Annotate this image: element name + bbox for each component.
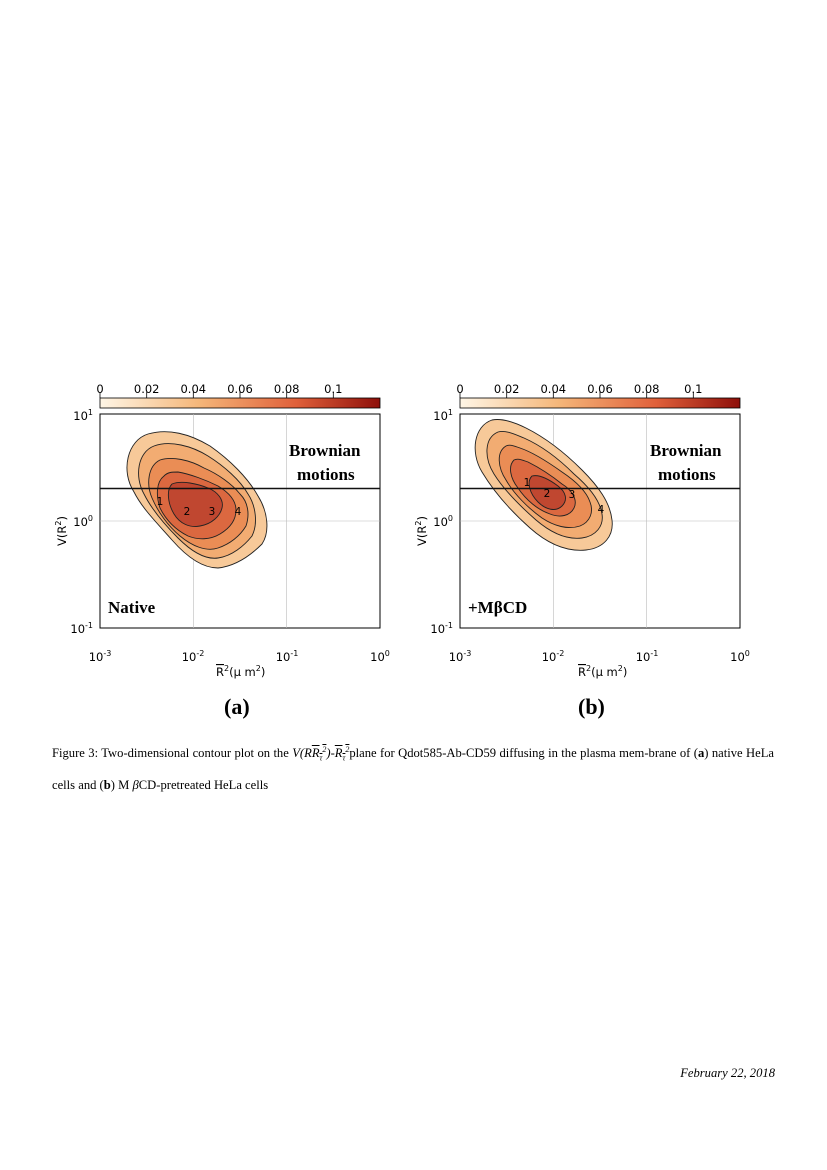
colorbar-b-tick-1: 0.02: [494, 382, 520, 396]
colorbar-a-tick-5: 0.1: [324, 382, 342, 396]
y-tick-a-mid: 100: [73, 514, 93, 529]
y-tick-b-mid: 100: [433, 514, 453, 529]
contour-b-label-1: 1: [524, 477, 531, 489]
colorbar-b-tick-3: 0.06: [587, 382, 613, 396]
x-tick-a-0: 10-3: [89, 649, 112, 664]
y-axis-label-b: V(R2): [414, 516, 429, 546]
colorbar-b-tick-5: 0.1: [684, 382, 702, 396]
panel-label-a: (a): [224, 694, 250, 719]
x-tick-a-3: 100: [370, 649, 390, 664]
contour-b-label-3: 3: [569, 489, 576, 501]
x-tick-b-3: 100: [730, 649, 750, 664]
region-label-a-line2: motions: [297, 465, 355, 484]
y-tick-a-bot: 10-1: [70, 621, 93, 636]
caption-math-v: V(R: [292, 746, 312, 761]
region-label-a-line1: Brownian: [289, 441, 361, 460]
condition-label-b: +MβCD: [468, 598, 527, 617]
x-axis-label-a: R2(μ m2): [216, 664, 265, 679]
colorbar-a: [99, 397, 381, 409]
contour-a-label-3: 3: [209, 506, 216, 518]
figure-caption: Figure 3: Two-dimensional contour plot o…: [52, 745, 774, 792]
colorbar-ticks-b: [459, 392, 694, 398]
contour-a-level-5: [167, 481, 223, 527]
page-footer-date: February 22, 2018: [680, 1066, 775, 1080]
contour-b-label-4: 4: [598, 504, 605, 516]
colorbar-b: [459, 397, 741, 409]
x-tick-b-0: 10-3: [449, 649, 472, 664]
colorbar-a-tick-0: 0: [96, 382, 103, 396]
contour-b-label-2: 2: [544, 488, 551, 500]
contour-a-label-4: 4: [235, 506, 242, 518]
y-tick-a-top: 101: [73, 408, 93, 423]
x-tick-b-1: 10-2: [542, 649, 565, 664]
y-axis-label-a: V(R2): [54, 516, 69, 546]
contour-a-label-2: 2: [184, 506, 191, 518]
x-tick-a-1: 10-2: [182, 649, 205, 664]
colorbar-b-tick-2: 0.04: [540, 382, 566, 396]
panel-b: 0 0.02 0.04 0.06 0.08 0.1 1 2 3 4 Br: [414, 382, 750, 719]
x-axis-label-b: R2(μ m2): [578, 664, 627, 679]
x-tick-a-2: 10-1: [276, 649, 299, 664]
figure-3: 0 0.02 0.04 0.06 0.08 0.1 1 2 3 4 Br: [54, 382, 750, 719]
region-label-b-line2: motions: [658, 465, 716, 484]
colorbar-a-tick-4: 0.08: [274, 382, 300, 396]
colorbar-a-tick-3: 0.06: [227, 382, 253, 396]
contour-b-level-5: [528, 475, 566, 510]
contour-a-label-1: 1: [157, 496, 164, 508]
colorbar-ticks-a: [99, 392, 334, 398]
region-label-b-line1: Brownian: [650, 441, 722, 460]
panel-a: 0 0.02 0.04 0.06 0.08 0.1 1 2 3 4 Br: [54, 382, 390, 719]
contours-b: [474, 419, 613, 551]
panel-label-b: (b): [578, 694, 605, 719]
colorbar-a-tick-2: 0.04: [180, 382, 206, 396]
condition-label-a: Native: [108, 598, 156, 617]
x-tick-b-2: 10-1: [636, 649, 659, 664]
colorbar-b-tick-0: 0: [456, 382, 463, 396]
colorbar-b-tick-4: 0.08: [634, 382, 660, 396]
y-tick-b-bot: 10-1: [430, 621, 453, 636]
y-tick-b-top: 101: [433, 408, 453, 423]
colorbar-a-tick-1: 0.02: [134, 382, 160, 396]
